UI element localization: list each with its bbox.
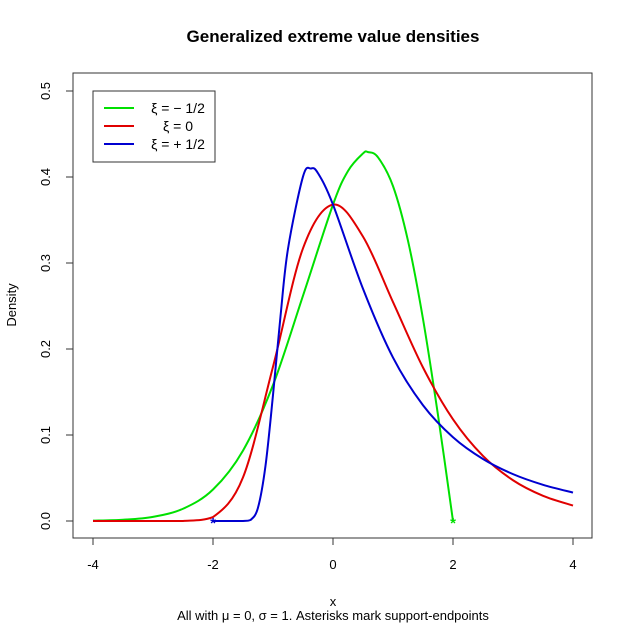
subtitle: All with μ = 0, σ = 1. Asterisks mark su… xyxy=(177,608,489,623)
endpoint-asterisk: * xyxy=(450,515,456,532)
x-tick-label: 0 xyxy=(329,557,336,572)
endpoint-asterisk: * xyxy=(210,515,216,532)
x-tick-label: 2 xyxy=(449,557,456,572)
legend-label: ξ = 0 xyxy=(163,118,193,134)
legend-label: ξ = + 1/2 xyxy=(151,136,205,152)
x-axis: -4 -2 0 2 4 xyxy=(87,537,577,572)
x-tick-label: -4 xyxy=(87,557,99,572)
legend: ξ = − 1/2 ξ = 0 ξ = + 1/2 xyxy=(92,90,216,163)
series-line-0 xyxy=(92,150,454,522)
series-lines xyxy=(92,150,574,522)
legend-label: ξ = − 1/2 xyxy=(151,100,205,116)
y-tick-label: 0.0 xyxy=(38,512,53,530)
series-line-1 xyxy=(92,203,574,522)
y-tick-label: 0.5 xyxy=(38,82,53,100)
y-tick-label: 0.2 xyxy=(38,340,53,358)
endpoint-markers: * * xyxy=(210,515,456,532)
series-line-2 xyxy=(212,166,574,522)
y-tick-label: 0.1 xyxy=(38,426,53,444)
y-tick-label: 0.3 xyxy=(38,254,53,272)
y-tick-label: 0.4 xyxy=(38,168,53,186)
x-axis-label: x xyxy=(330,594,337,609)
x-tick-label: 4 xyxy=(569,557,576,572)
x-tick-label: -2 xyxy=(207,557,219,572)
y-axis: 0.0 0.1 0.2 0.3 0.4 0.5 xyxy=(38,82,74,530)
y-axis-label: Density xyxy=(4,283,19,327)
chart-title: Generalized extreme value densities xyxy=(187,27,480,46)
